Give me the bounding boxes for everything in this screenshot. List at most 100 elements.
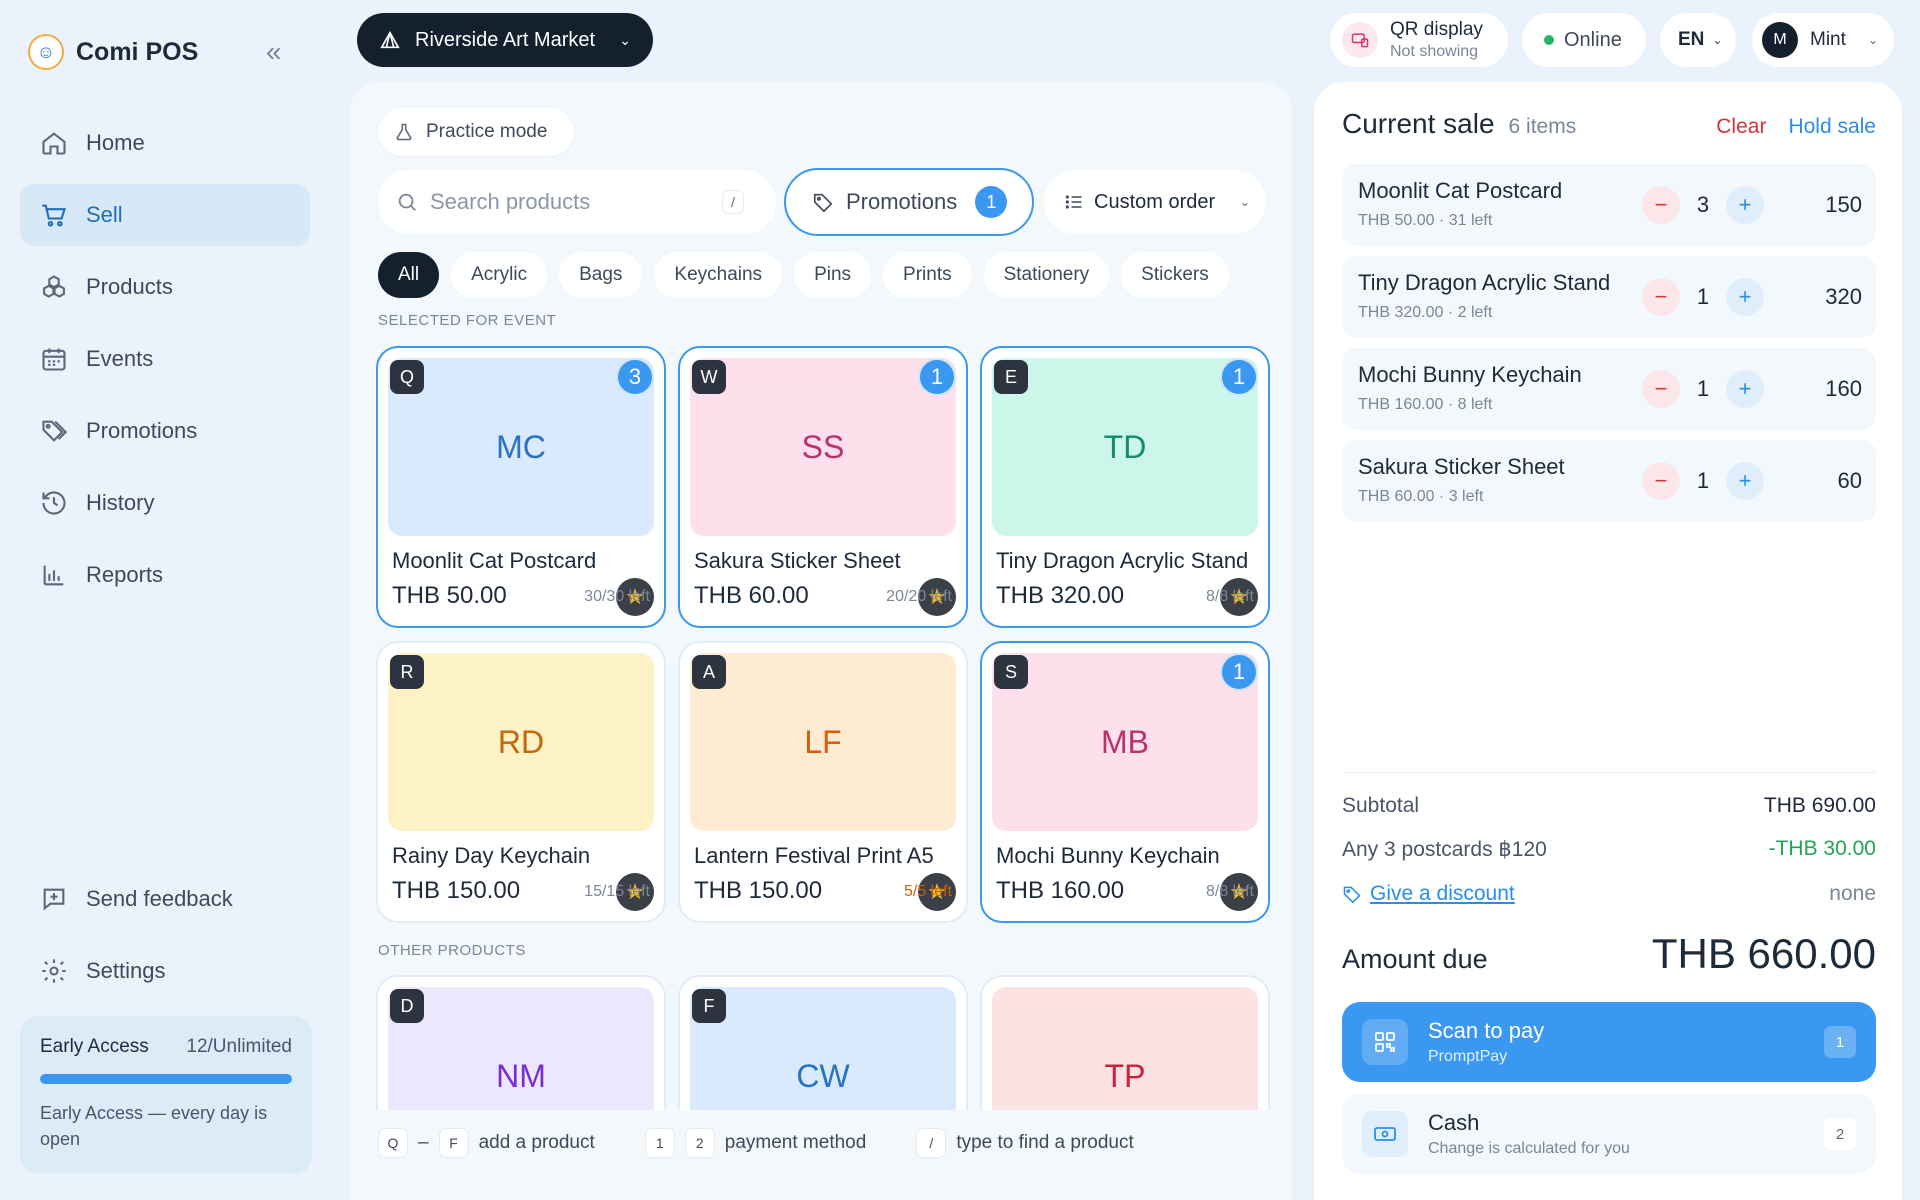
hint-key: 1	[644, 1128, 675, 1158]
product-name: Mochi Bunny Keychain	[996, 843, 1220, 868]
qr-display-status: Not showing	[1390, 43, 1479, 60]
star-icon[interactable]: ★	[1220, 873, 1258, 911]
divider	[1342, 772, 1876, 773]
product-card[interactable]: RD R ★ Rainy Day Keychain THB 150.00 15/15 le…	[376, 641, 666, 923]
sidebar-item-products[interactable]: Products	[20, 256, 310, 318]
product-card[interactable]: SS W 1 ★ Sakura Sticker Sheet THB 60.00 20/20 …	[678, 346, 968, 628]
promotions-button[interactable]: Promotions 1	[784, 168, 1034, 236]
sidebar-item-promotions[interactable]: Promotions	[20, 400, 310, 462]
product-price: THB 150.00	[392, 877, 521, 904]
line-item-total: 60	[1837, 468, 1862, 493]
flask-icon	[396, 123, 412, 141]
event-selector[interactable]: Riverside Art Market ⌄	[357, 13, 653, 67]
sidebar-item-send-feedback[interactable]: Send feedback	[20, 868, 310, 930]
decrease-qty-button[interactable]: −	[1642, 462, 1680, 500]
hold-sale-button[interactable]: Hold sale	[1788, 115, 1876, 138]
cash-button[interactable]: Cash Change is calculated for you 2	[1342, 1094, 1876, 1174]
online-dot-icon	[1544, 35, 1554, 45]
category-chip-stationery[interactable]: Stationery	[983, 252, 1110, 298]
online-status[interactable]: Online	[1522, 13, 1646, 67]
category-chip-acrylic[interactable]: Acrylic	[451, 252, 548, 298]
product-card[interactable]: NM D	[376, 975, 666, 1110]
subtotal-label: Subtotal	[1342, 794, 1420, 817]
search-input[interactable]	[430, 189, 710, 215]
line-item-detail: THB 60.00 · 3 left	[1358, 488, 1484, 505]
chevron-down-icon: ⌄	[1712, 33, 1723, 47]
subtotal-value: THB 690.00	[1763, 794, 1876, 817]
product-shortcut-key: A	[692, 655, 726, 689]
sidebar-item-home[interactable]: Home	[20, 112, 310, 174]
promotion-value: -THB 30.00	[1768, 837, 1876, 860]
product-thumbnail: NM	[388, 987, 654, 1110]
increase-qty-button[interactable]: +	[1726, 370, 1764, 408]
category-chip-keychains[interactable]: Keychains	[654, 252, 783, 298]
clear-sale-button[interactable]: Clear	[1716, 115, 1767, 138]
product-initials: LF	[804, 723, 842, 760]
product-card[interactable]: TP	[980, 975, 1270, 1110]
language-selector[interactable]: EN ⌄	[1660, 13, 1736, 67]
line-item-name: Tiny Dragon Acrylic Stand	[1358, 270, 1611, 295]
home-icon	[42, 132, 66, 155]
star-icon[interactable]: ★	[616, 578, 654, 616]
decrease-qty-button[interactable]: −	[1642, 186, 1680, 224]
product-name: Sakura Sticker Sheet	[694, 548, 901, 573]
sale-title: Current sale	[1342, 108, 1495, 139]
line-item-total: 160	[1825, 376, 1862, 401]
app-name: Comi POS	[76, 37, 199, 66]
star-icon[interactable]: ★	[616, 873, 654, 911]
product-price: THB 60.00	[694, 582, 809, 609]
sidebar-item-sell[interactable]: Sell	[20, 184, 310, 246]
discount-row: Give a discount none	[1342, 882, 1876, 906]
subtotal-row: Subtotal THB 690.00	[1342, 794, 1876, 818]
qr-display-button[interactable]: QR display Not showing	[1330, 13, 1508, 67]
category-chip-all[interactable]: All	[378, 252, 440, 298]
gear-icon	[42, 959, 66, 983]
main-nav: Home Sell Products Events Promotions History R…	[20, 112, 310, 616]
product-card[interactable]: MC Q 3 ★ Moonlit Cat Postcard THB 50.00 30/30 …	[376, 346, 666, 628]
practice-mode-label: Practice mode	[426, 121, 548, 142]
category-chip-pins[interactable]: Pins	[794, 252, 872, 298]
product-initials: CW	[796, 1057, 850, 1094]
chart-icon	[43, 565, 64, 586]
search-box[interactable]: /	[378, 170, 776, 234]
increase-qty-button[interactable]: +	[1726, 186, 1764, 224]
early-access-label: Early Access	[40, 1036, 149, 1057]
scan-to-pay-subtitle: PromptPay	[1428, 1048, 1508, 1065]
scan-to-pay-button[interactable]: Scan to pay PromptPay 1	[1342, 1002, 1876, 1082]
increase-qty-button[interactable]: +	[1726, 278, 1764, 316]
product-card[interactable]: LF A ★ Lantern Festival Print A5 THB 150.00 5…	[678, 641, 968, 923]
sidebar-item-settings[interactable]: Settings	[20, 940, 310, 1002]
increase-qty-button[interactable]: +	[1726, 462, 1764, 500]
category-chip-prints[interactable]: Prints	[883, 252, 972, 298]
product-card[interactable]: CW F	[678, 975, 968, 1110]
event-tent-icon	[380, 30, 400, 49]
product-card[interactable]: TD E 1 ★ Tiny Dragon Acrylic Stand THB 320.00…	[980, 346, 1270, 628]
product-shortcut-key: D	[390, 989, 424, 1023]
chevron-down-icon: ⌄	[1867, 33, 1878, 47]
sidebar-item-reports[interactable]: Reports	[20, 544, 310, 606]
star-icon[interactable]: ★	[918, 873, 956, 911]
product-thumbnail: TP	[992, 987, 1258, 1110]
sidebar-item-history[interactable]: History	[20, 472, 310, 534]
category-chip-bags[interactable]: Bags	[559, 252, 643, 298]
hint-key: Q	[378, 1128, 408, 1158]
tag-icon	[1343, 886, 1361, 904]
sort-order-dropdown[interactable]: Custom order ⌄	[1044, 170, 1266, 234]
category-chip-stickers[interactable]: Stickers	[1121, 252, 1229, 298]
give-discount-link[interactable]: Give a discount	[1342, 882, 1515, 906]
practice-mode-button[interactable]: Practice mode	[378, 108, 574, 156]
product-stock: 20/20 left	[886, 588, 952, 605]
cart-icon	[42, 204, 66, 227]
star-icon[interactable]: ★	[918, 578, 956, 616]
star-icon[interactable]: ★	[1220, 578, 1258, 616]
product-thumbnail: MB	[992, 653, 1258, 831]
collapse-sidebar-icon[interactable]: «	[266, 36, 282, 67]
promotion-label: Any 3 postcards ฿120	[1342, 838, 1547, 861]
product-shortcut-key: Q	[390, 360, 424, 394]
decrease-qty-button[interactable]: −	[1642, 370, 1680, 408]
decrease-qty-button[interactable]: −	[1642, 278, 1680, 316]
product-card[interactable]: MB S 1 ★ Mochi Bunny Keychain THB 160.00 8/8 l…	[980, 641, 1270, 923]
sidebar-item-events[interactable]: Events	[20, 328, 310, 390]
promotions-count-badge: 1	[975, 186, 1008, 218]
user-menu[interactable]: M Mint ⌄	[1752, 13, 1894, 67]
